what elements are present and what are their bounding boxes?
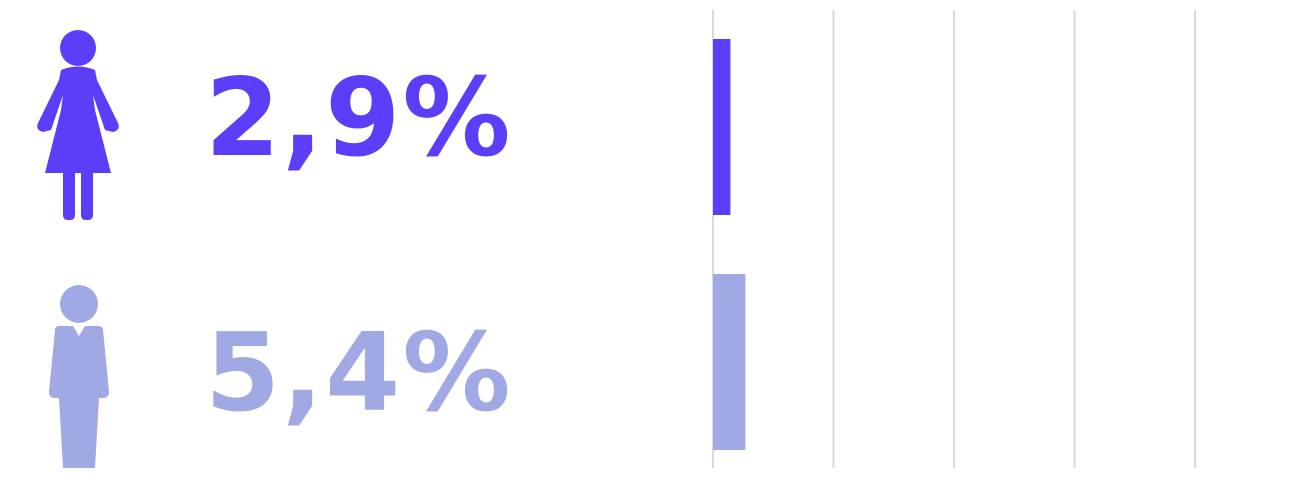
bar-male: [713, 274, 746, 450]
female-row: 2,9%: [0, 25, 680, 225]
male-row: 5,4%: [0, 280, 680, 480]
bar-female: [713, 39, 731, 215]
chart-grid: [712, 10, 1196, 468]
chart-bars: [713, 39, 746, 450]
female-value: 2,9%: [205, 56, 513, 181]
male-value: 5,4%: [205, 311, 513, 436]
female-icon: [37, 30, 119, 220]
bar-chart: [712, 10, 1196, 468]
male-icon: [49, 285, 109, 468]
